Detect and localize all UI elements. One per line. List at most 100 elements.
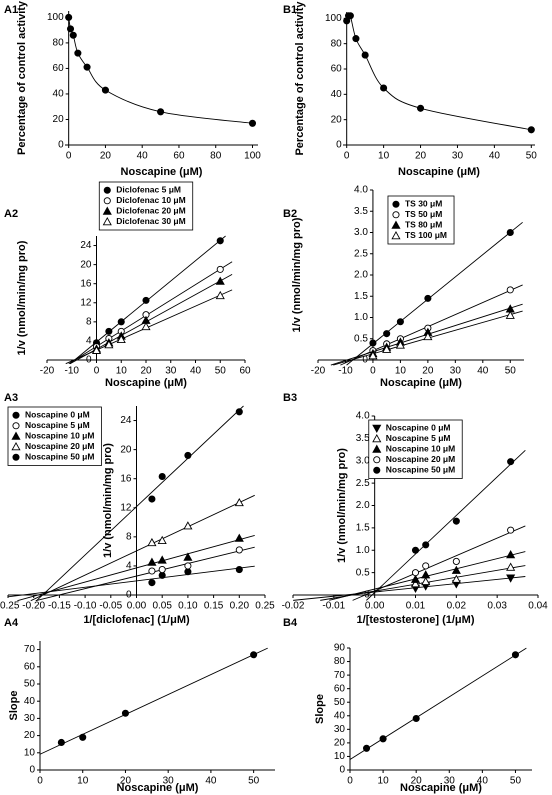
x-tick-label: 20 [415,151,427,162]
x-tick-label: 10 [116,366,128,377]
legend-label: Noscapine 10 μM [25,431,94,441]
point [116,334,126,343]
point [452,517,460,525]
x-tick-label: -0.02 [282,601,305,612]
point [79,733,87,741]
panel-label: A3 [4,392,18,404]
y-axis-label: 1/v (nmol/min/mg pro) [291,217,303,332]
y-tick-label: 60 [24,661,36,672]
y-axis-label: Slope [314,694,326,724]
y-tick-label: 3.5 [354,206,368,217]
point [410,574,421,583]
point [511,651,520,659]
point [507,526,515,534]
y-tick-label: 100 [325,13,342,24]
point [184,562,192,570]
x-axis-label: Noscapine (μM) [400,782,482,794]
legend-label: Noscapine 10 μM [386,444,455,454]
x-tick-label: 20 [100,151,112,162]
y-tick-label: 0 [126,590,132,601]
y-tick-label: 0 [336,140,342,151]
x-tick-label: 50 [510,776,522,787]
point [184,568,192,576]
fit-line [35,546,255,602]
y-tick-label: 1.0 [356,545,370,556]
y-tick-label: 30 [334,724,346,735]
legend-label: Diclofenac 30 μM [116,216,185,226]
x-tick-label: -20 [40,366,55,377]
y-axis-label: 1/v (nmol/min/mg pro) [16,240,28,355]
x-tick-label: 60 [173,151,185,162]
point [157,555,167,564]
point [65,13,73,21]
y-axis-label: 1/v (nmol/min/mg pro) [102,443,114,558]
panel-label: B4 [283,617,298,629]
point [148,567,156,575]
y-tick-label: 0 [362,355,368,366]
legend-marker [12,453,20,461]
y-tick-label: 1.5 [354,291,368,302]
fit-line [30,494,255,602]
y-tick-label: 20 [24,730,36,741]
x-tick-label: 30 [452,151,464,162]
point [157,535,167,544]
x-tick-label: 60 [239,366,251,377]
legend-marker [11,442,21,451]
y-tick-label: 0 [339,765,345,776]
x-axis-label: Noscapine (μM) [117,782,199,794]
point [234,533,244,542]
x-tick-label: 0.00 [127,601,147,612]
y-tick-label: 3.0 [356,455,370,466]
point [105,327,113,335]
legend-label: Noscapine 20 μM [386,454,455,464]
point [506,286,514,294]
x-tick-label: 0.00 [365,601,385,612]
x-tick-label: -10 [65,366,80,377]
y-tick-label: 20 [80,259,92,270]
legend-marker [11,431,21,440]
point [215,290,225,300]
point [147,557,157,566]
y-tick-label: 24 [120,415,132,426]
x-tick-label: 40 [489,151,501,162]
point [506,574,516,583]
y-tick-label: 16 [120,473,132,484]
x-tick-label: 0.15 [204,601,224,612]
point [346,12,354,20]
x-tick-label: 40 [477,366,489,377]
y-tick-label: 16 [80,278,92,289]
legend-label: Diclofenac 10 μM [116,195,185,205]
legend-label: TS 30 μM [405,199,442,209]
fit-line [39,647,268,755]
point [57,738,65,747]
y-tick-label: 40 [53,89,65,100]
y-tick-label: 3.0 [354,227,368,238]
y-tick-label: 0 [364,590,370,601]
x-tick-label: 30 [444,776,456,787]
point [424,294,432,302]
point [368,351,378,360]
x-tick-label: 0.02 [447,601,467,612]
y-axis-label: Percentage of control activity [294,1,306,156]
x-tick-label: 0.03 [487,601,507,612]
y-tick-label: 1.0 [354,312,368,323]
fit-curve [68,17,253,124]
x-tick-label: 10 [378,776,390,787]
panel-label: B2 [283,208,297,220]
y-tick-label: 20 [120,444,132,455]
point [422,562,430,570]
x-tick-label: 0.20 [230,601,250,612]
x-tick-label: 40 [477,776,489,787]
x-tick-label: 40 [190,366,202,377]
panel-label: A1 [4,4,18,16]
y-tick-label: 8 [86,316,92,327]
fit-curve [346,13,532,131]
y-tick-label: 60 [334,683,346,694]
x-tick-label: -10 [338,366,353,377]
x-axis-label: Noscapine (μM) [398,166,480,178]
panel-label: A4 [4,617,19,629]
legend-label: Noscapine 50 μM [25,452,94,462]
x-tick-label: 50 [248,776,260,787]
